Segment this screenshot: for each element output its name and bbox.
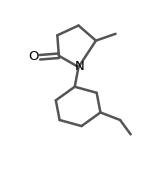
Text: N: N bbox=[74, 60, 84, 73]
Text: O: O bbox=[29, 50, 39, 63]
